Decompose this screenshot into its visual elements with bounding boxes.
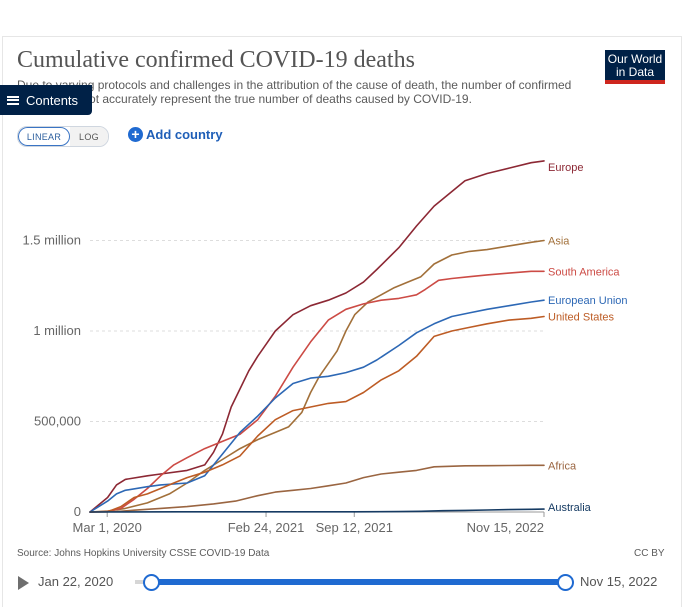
timeline-start-date: Jan 22, 2020	[38, 574, 114, 589]
series-label-europe: Europe	[548, 162, 583, 174]
series-label-australia: Australia	[548, 502, 592, 514]
series-label-south-america: South America	[548, 266, 620, 278]
timeline-end-date: Nov 15, 2022	[580, 574, 658, 589]
timeline-start-handle[interactable]	[143, 574, 160, 591]
log-scale-option[interactable]: LOG	[70, 127, 108, 146]
line-chart: 0 500,000 1 million 1.5 million Mar 1, 2020 F…	[22, 160, 628, 535]
contents-button[interactable]: Contents	[0, 85, 92, 115]
series-label-european-union: European Union	[548, 295, 628, 307]
x-tick-label: Mar 1, 2020	[73, 520, 142, 535]
series-line-south-america	[89, 270, 545, 513]
series-line-europe	[89, 160, 545, 513]
plus-icon: +	[128, 127, 143, 142]
add-country-button[interactable]: + Add country	[128, 127, 223, 142]
y-tick-label: 1 million	[33, 323, 81, 338]
series-label-africa: Africa	[548, 460, 577, 472]
timeline-slider: Jan 22, 2020 Nov 15, 2022	[0, 570, 683, 600]
series-line-asia	[89, 239, 545, 513]
license-label[interactable]: CC BY	[634, 548, 665, 559]
our-world-in-data-logo[interactable]: Our World in Data	[605, 50, 665, 84]
series-line-united-states	[89, 315, 545, 513]
y-tick-label: 0	[74, 504, 81, 519]
add-country-label: Add country	[146, 127, 223, 142]
y-tick-label: 500,000	[34, 414, 81, 429]
timeline-end-handle[interactable]	[557, 574, 574, 591]
timeline-selected-range[interactable]	[151, 579, 565, 585]
source-note[interactable]: Source: Johns Hopkins University CSSE CO…	[17, 548, 270, 559]
contents-label: Contents	[26, 92, 79, 108]
y-tick-label: 1.5 million	[22, 233, 81, 248]
logo-line-1: Our World	[607, 52, 663, 66]
series-label-asia: Asia	[548, 236, 570, 248]
series-label-united-states: United States	[548, 312, 615, 324]
series-line-australia	[89, 508, 545, 513]
x-tick-label: Feb 24, 2021	[228, 520, 305, 535]
series-line-european-union	[89, 299, 545, 513]
play-icon[interactable]	[18, 576, 29, 590]
x-tick-label: Sep 12, 2021	[316, 520, 393, 535]
x-tick-label: Nov 15, 2022	[467, 520, 544, 535]
scale-toggle: LINEAR LOG	[17, 126, 109, 147]
linear-scale-option[interactable]: LINEAR	[18, 127, 70, 146]
series-line-africa	[89, 464, 545, 513]
menu-icon	[7, 95, 19, 105]
logo-line-2: in Data	[615, 65, 655, 79]
chart-subtitle: Due to varying protocols and challenges …	[17, 78, 572, 106]
chart-title: Cumulative confirmed COVID-19 deaths	[17, 47, 415, 73]
